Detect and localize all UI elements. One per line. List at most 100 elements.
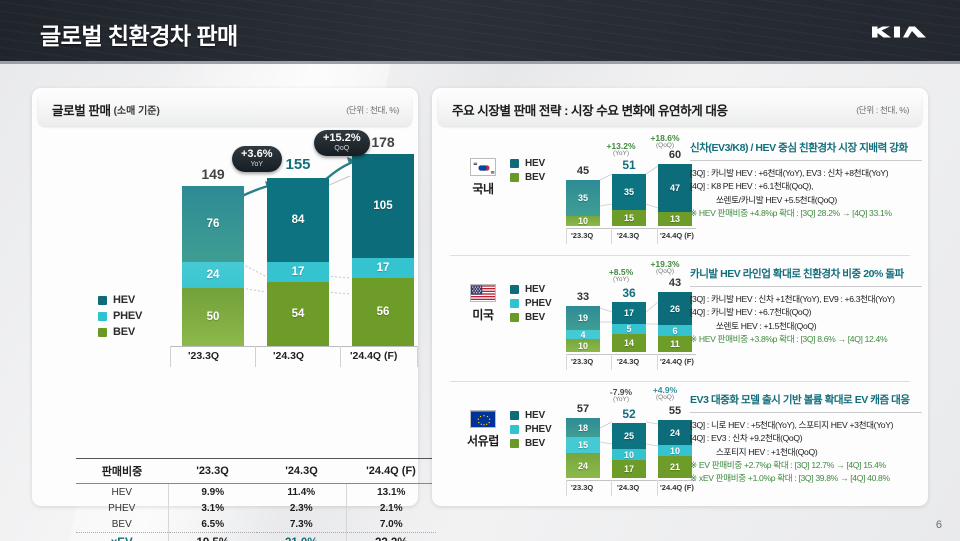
region-usa-identity: 미국 bbox=[454, 284, 512, 323]
region-usa-delta-yoy: +8.5% (YoY) bbox=[598, 268, 644, 284]
axis-tick-2023q3: '23.3Q bbox=[571, 357, 594, 366]
callout-qoq-value: +15.2% bbox=[323, 132, 361, 144]
legend-item-bev: BEV bbox=[98, 326, 142, 338]
region-korea-legend: HEV BEV bbox=[510, 158, 545, 186]
region-korea-text: 신차(EV3/K8) / HEV 중심 친환경차 시장 지배력 강화 [3Q] … bbox=[690, 140, 922, 220]
bar-seg-bev: 54 bbox=[267, 282, 329, 346]
region-usa-bars: 33 19 4 10 36 17 5 14 43 26 6 bbox=[566, 277, 696, 352]
axis-line bbox=[566, 480, 696, 481]
bar-total-2024q3: 51 bbox=[622, 158, 636, 172]
bar-group-2024q3: 155 84 17 54 bbox=[267, 156, 329, 346]
bar-seg-phev: 17 bbox=[267, 262, 329, 282]
region-korea-name: 국내 bbox=[472, 182, 494, 196]
bar-total-2024q3: 52 bbox=[622, 407, 636, 421]
region-europe-identity: 서유럽 bbox=[454, 410, 512, 449]
bar-seg-hev: 24 bbox=[658, 420, 692, 445]
axis-sep bbox=[611, 354, 612, 370]
region-europe-legend: HEV PHEV BEV bbox=[510, 410, 552, 452]
delta-qoq-value: +18.6% bbox=[650, 133, 680, 143]
axis-sep bbox=[566, 354, 567, 370]
legend-label-hev: HEV bbox=[525, 158, 545, 169]
bar-total-2024q4: 55 bbox=[668, 405, 682, 417]
axis-sep bbox=[611, 480, 612, 496]
bar-total-2023q3: 149 bbox=[201, 166, 225, 182]
bar-seg-hev: 25 bbox=[612, 423, 646, 449]
bar-seg-phev: 15 bbox=[566, 437, 600, 453]
legend-label-bev: BEV bbox=[525, 438, 545, 449]
bar-total-2023q3: 57 bbox=[576, 403, 590, 415]
region-europe-connectors bbox=[599, 421, 659, 447]
legend-label-hev: HEV bbox=[525, 410, 545, 421]
axis-sep bbox=[566, 228, 567, 244]
axis-tick-2024q3: '24.3Q bbox=[617, 231, 640, 240]
legend-label-phev: PHEV bbox=[525, 424, 552, 435]
bar-seg-bev: 11 bbox=[658, 336, 692, 352]
delta-qoq-value: +4.9% bbox=[652, 385, 678, 395]
bar-seg-bev: 15 bbox=[612, 210, 646, 226]
cell-bev-2024q3: 7.3% bbox=[289, 518, 313, 530]
row-label-bev: BEV bbox=[111, 518, 132, 530]
region-korea-line-1: [3Q] : 카니발 HEV : +6천대(YoY), EV3 : 신차 +8천… bbox=[690, 168, 889, 178]
global-chart-axis: '23.3Q '24.3Q '24.4Q (F) bbox=[170, 346, 418, 368]
region-usa-chart: 33 19 4 10 36 17 5 14 43 26 6 bbox=[566, 260, 696, 374]
region-korea-connectors bbox=[599, 165, 659, 209]
region-korea-line-2: [4Q] : K8 PE HEV : +6.1천대(QoQ), bbox=[690, 181, 814, 192]
global-chart-legend: HEV PHEV BEV bbox=[98, 294, 142, 342]
callout-yoy-value: +3.6% bbox=[241, 148, 273, 160]
left-panel-header: 글로벌 판매 (소매 기준) (단위 : 천대, %) bbox=[38, 93, 412, 126]
region-europe-name: 서유럽 bbox=[467, 434, 499, 448]
cell-hev-2023q3: 9.9% bbox=[167, 483, 257, 500]
bar-seg-bev: 24 bbox=[566, 453, 600, 478]
global-sales-chart: HEV PHEV BEV bbox=[32, 128, 418, 368]
bar-group-2024q4: 55 24 10 21 bbox=[658, 405, 692, 478]
axis-tick-2024q3: '24.3Q bbox=[273, 350, 305, 362]
bar-seg-hev: 35 bbox=[612, 174, 646, 210]
cell-hev-2024q4: 13.1% bbox=[345, 483, 436, 500]
callout-qoq: +15.2% QoQ bbox=[314, 130, 370, 156]
cell-bev-2023q3: 6.5% bbox=[167, 516, 257, 533]
legend-item-phev: PHEV bbox=[510, 424, 552, 435]
flag-usa-icon bbox=[470, 284, 496, 302]
region-europe-delta-yoy: -7.9% (YoY) bbox=[598, 388, 644, 404]
region-usa-headline: 카니발 HEV 라인업 확대로 친환경차 비중 20% 돌파 bbox=[690, 266, 922, 287]
legend-item-hev: HEV bbox=[98, 294, 142, 306]
header-underline bbox=[0, 61, 960, 64]
cell-xev-2024q3: 21.0% bbox=[257, 532, 346, 541]
axis-sep bbox=[657, 480, 658, 496]
bar-seg-hev: 17 bbox=[612, 302, 646, 324]
axis-tick-2024q4: '24.4Q (F) bbox=[660, 357, 694, 366]
axis-tick-2023q3: '23.3Q bbox=[571, 483, 594, 492]
page-title: 글로벌 친환경차 판매 bbox=[40, 23, 238, 49]
right-panel-title: 주요 시장별 판매 전략 : 시장 수요 변화에 유연하게 대응 bbox=[452, 104, 728, 118]
callout-yoy-period: YoY bbox=[250, 161, 264, 168]
axis-sep bbox=[566, 480, 567, 496]
region-europe-delta-qoq: +4.9% (QoQ) bbox=[642, 386, 688, 402]
bar-seg-phev: 24 bbox=[182, 262, 244, 288]
table-header-2023q3: '23.3Q bbox=[168, 458, 257, 484]
axis-sep bbox=[255, 346, 256, 367]
legend-item-hev: HEV bbox=[510, 158, 545, 169]
region-europe-line-2: [4Q] : EV3 : 신차 +9.2천대(QoQ) bbox=[690, 433, 803, 444]
bar-seg-bev: 56 bbox=[352, 278, 414, 346]
axis-tick-2024q3: '24.3Q bbox=[617, 483, 640, 492]
bar-group-2024q4: 178 105 17 56 bbox=[352, 134, 414, 346]
legend-swatch-bev bbox=[510, 439, 519, 448]
cell-phev-2023q3: 3.1% bbox=[167, 500, 257, 516]
region-europe-note-2: ※ xEV 판매비중 +1.0%p 확대 : [3Q] 39.8% → [4Q]… bbox=[690, 473, 890, 484]
table-row-bev: BEV 6.5% 7.3% 7.0% bbox=[76, 516, 436, 533]
legend-swatch-phev bbox=[98, 311, 107, 321]
region-usa-delta-qoq: +19.3% (QoQ) bbox=[642, 260, 688, 276]
region-usa-line-3: 쏘렌토 HEV : +1.5천대(QoQ) bbox=[716, 320, 817, 331]
legend-item-bev: BEV bbox=[510, 312, 551, 323]
axis-line bbox=[566, 354, 696, 355]
axis-tick-2023q3: '23.3Q bbox=[571, 231, 594, 240]
right-panel-unit: (단위 : 천대, %) bbox=[856, 104, 909, 115]
bar-seg-phev: 17 bbox=[352, 258, 414, 278]
region-divider bbox=[450, 255, 910, 256]
bar-group-2024q3: 51 35 15 bbox=[612, 158, 646, 226]
axis-sep bbox=[611, 228, 612, 244]
table-header-2024q3: '24.3Q bbox=[257, 458, 346, 484]
left-panel-title: 글로벌 판매 bbox=[52, 104, 111, 118]
bar-seg-hev: 84 bbox=[267, 178, 329, 262]
region-usa-line-2: [4Q] : 카니발 HEV : +6.7천대(QoQ) bbox=[690, 307, 812, 318]
